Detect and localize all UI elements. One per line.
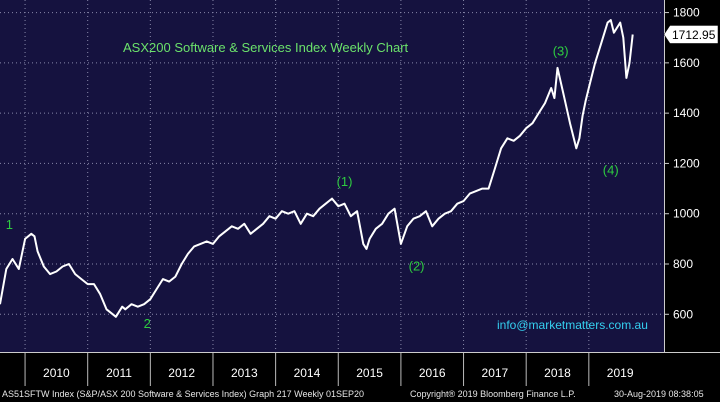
wave-annotation: (3): [553, 43, 569, 58]
weekly-line-chart: 600 800 1000 1200 1400 1600 1800 2010 2011 2012 20…: [0, 0, 720, 386]
y-tick-label: 1400: [673, 106, 700, 120]
x-tick-label: 2017: [482, 366, 509, 380]
x-tick-label: 2013: [231, 366, 258, 380]
wave-annotation: (2): [409, 258, 425, 273]
y-tick-label: 600: [673, 307, 693, 321]
watermark-email: info@marketmatters.com.au: [497, 318, 648, 332]
x-tick-label: 2014: [294, 366, 321, 380]
footer-timestamp: 30-Aug-2019 08:38:05: [614, 389, 704, 399]
x-tick-label: 2012: [168, 366, 195, 380]
y-tick-label: 1200: [673, 156, 700, 170]
x-tick-label: 2019: [607, 366, 634, 380]
footer-security-info: AS51SFTW Index (S&P/ASX 200 Software & S…: [2, 389, 365, 399]
x-tick-label: 2018: [544, 366, 571, 380]
x-axis-band: [0, 352, 720, 386]
x-tick-label: 2016: [419, 366, 446, 380]
wave-annotation: 1: [6, 217, 13, 232]
wave-annotation: (4): [603, 163, 619, 178]
wave-annotation: 2: [144, 316, 151, 331]
y-tick-label: 1000: [673, 207, 700, 221]
plot-background: [0, 0, 664, 352]
x-tick-label: 2011: [106, 366, 132, 380]
footer-copyright: Copyright® 2019 Bloomberg Finance L.P.: [410, 389, 576, 399]
price-series-line: [0, 19, 634, 318]
chart-title: ASX200 Software & Services Index Weekly …: [123, 40, 409, 55]
y-tick-label: 1600: [673, 56, 700, 70]
bloomberg-footer: AS51SFTW Index (S&P/ASX 200 Software & S…: [0, 386, 720, 402]
last-value-tag: [663, 25, 719, 44]
x-tick-label: 2015: [356, 366, 383, 380]
y-tick-label: 1800: [673, 6, 700, 20]
y-tick-label: 800: [673, 257, 693, 271]
x-tick-label: 2010: [43, 366, 70, 380]
last-value-label: 1712.95: [672, 28, 716, 42]
wave-annotation: (1): [337, 174, 353, 189]
y-axis-band: [664, 0, 720, 352]
